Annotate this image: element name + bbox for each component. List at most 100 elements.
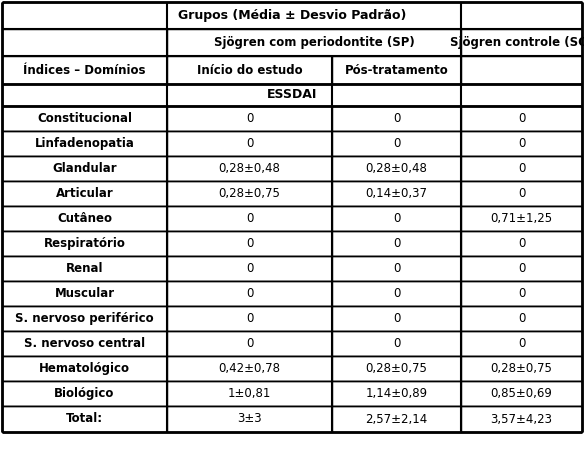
Text: 0: 0	[518, 237, 525, 250]
Text: 0: 0	[393, 312, 400, 325]
Bar	[332, 306, 461, 331]
Bar	[167, 231, 332, 256]
Bar	[167, 106, 332, 131]
Bar	[2, 306, 167, 331]
Bar	[461, 181, 582, 206]
Bar	[332, 156, 461, 181]
Bar	[2, 181, 167, 206]
Text: Sjögren controle (SC): Sjögren controle (SC)	[450, 36, 584, 49]
Text: 0: 0	[518, 187, 525, 200]
Text: Sjögren com periodontite (SP): Sjögren com periodontite (SP)	[214, 36, 415, 49]
Bar	[167, 206, 332, 231]
Bar	[2, 131, 167, 156]
Bar	[332, 131, 461, 156]
Text: 0: 0	[393, 237, 400, 250]
Text: 1±0,81: 1±0,81	[228, 387, 271, 400]
Text: 0: 0	[246, 262, 253, 275]
Bar	[2, 406, 167, 432]
Text: 0: 0	[393, 262, 400, 275]
Text: 0: 0	[246, 337, 253, 350]
Text: Articular: Articular	[55, 187, 113, 200]
Text: Linfadenopatia: Linfadenopatia	[34, 137, 134, 150]
Text: 0: 0	[393, 212, 400, 225]
Text: 0: 0	[246, 287, 253, 300]
Bar	[461, 406, 582, 432]
Bar	[461, 56, 582, 84]
Bar	[2, 84, 582, 106]
Bar	[167, 331, 332, 356]
Bar	[167, 406, 332, 432]
Bar	[2, 256, 167, 281]
Text: 1,14±0,89: 1,14±0,89	[366, 387, 427, 400]
Text: S. nervoso central: S. nervoso central	[24, 337, 145, 350]
Text: 0,14±0,37: 0,14±0,37	[366, 187, 427, 200]
Bar	[461, 206, 582, 231]
Bar	[167, 156, 332, 181]
Bar	[461, 29, 582, 56]
Bar	[167, 356, 332, 381]
Bar	[332, 406, 461, 432]
Bar	[2, 29, 167, 56]
Text: 0,28±0,48: 0,28±0,48	[218, 162, 280, 175]
Text: S. nervoso periférico: S. nervoso periférico	[15, 312, 154, 325]
Bar	[2, 231, 167, 256]
Text: 0: 0	[393, 287, 400, 300]
Text: 0,28±0,75: 0,28±0,75	[491, 362, 552, 375]
Text: Glandular: Glandular	[52, 162, 117, 175]
Bar	[2, 281, 167, 306]
Text: Índices – Domínios: Índices – Domínios	[23, 64, 146, 76]
Bar	[461, 356, 582, 381]
Text: 0,28±0,75: 0,28±0,75	[366, 362, 427, 375]
Text: 0,42±0,78: 0,42±0,78	[218, 362, 280, 375]
Text: Respiratório: Respiratório	[44, 237, 126, 250]
Bar	[461, 256, 582, 281]
Bar	[167, 131, 332, 156]
Bar	[167, 181, 332, 206]
Bar	[461, 381, 582, 406]
Text: 3±3: 3±3	[237, 413, 262, 425]
Text: 0: 0	[246, 137, 253, 150]
Text: Pós-tratamento: Pós-tratamento	[345, 64, 449, 76]
Bar	[332, 256, 461, 281]
Text: 0: 0	[518, 312, 525, 325]
Text: Início do estudo: Início do estudo	[197, 64, 303, 76]
Bar	[332, 356, 461, 381]
Bar	[167, 381, 332, 406]
Bar	[461, 231, 582, 256]
Text: Hematológico: Hematológico	[39, 362, 130, 375]
Text: 0: 0	[518, 262, 525, 275]
Text: Biológico: Biológico	[54, 387, 114, 400]
Bar	[2, 331, 167, 356]
Bar	[2, 2, 582, 29]
Bar	[332, 281, 461, 306]
Text: 2,57±2,14: 2,57±2,14	[366, 413, 427, 425]
Bar	[461, 331, 582, 356]
Bar	[2, 56, 167, 84]
Bar	[2, 381, 167, 406]
Text: 0: 0	[246, 112, 253, 125]
Text: Constitucional: Constitucional	[37, 112, 132, 125]
Bar	[332, 106, 461, 131]
Text: 0: 0	[246, 237, 253, 250]
Text: Cutâneo: Cutâneo	[57, 212, 112, 225]
Bar	[167, 281, 332, 306]
Text: 0,28±0,48: 0,28±0,48	[366, 162, 427, 175]
Bar	[167, 306, 332, 331]
Bar	[461, 306, 582, 331]
Text: 0: 0	[518, 112, 525, 125]
Text: 0: 0	[393, 137, 400, 150]
Bar	[461, 106, 582, 131]
Text: 0,85±0,69: 0,85±0,69	[491, 387, 552, 400]
Text: Muscular: Muscular	[54, 287, 114, 300]
Text: 0: 0	[393, 112, 400, 125]
Bar	[461, 131, 582, 156]
Text: 3,57±4,23: 3,57±4,23	[491, 413, 552, 425]
Text: 0,28±0,75: 0,28±0,75	[218, 187, 280, 200]
Text: Renal: Renal	[66, 262, 103, 275]
Bar	[332, 206, 461, 231]
Bar	[167, 29, 461, 56]
Bar	[461, 156, 582, 181]
Text: 0: 0	[518, 137, 525, 150]
Bar	[461, 281, 582, 306]
Text: 0: 0	[518, 337, 525, 350]
